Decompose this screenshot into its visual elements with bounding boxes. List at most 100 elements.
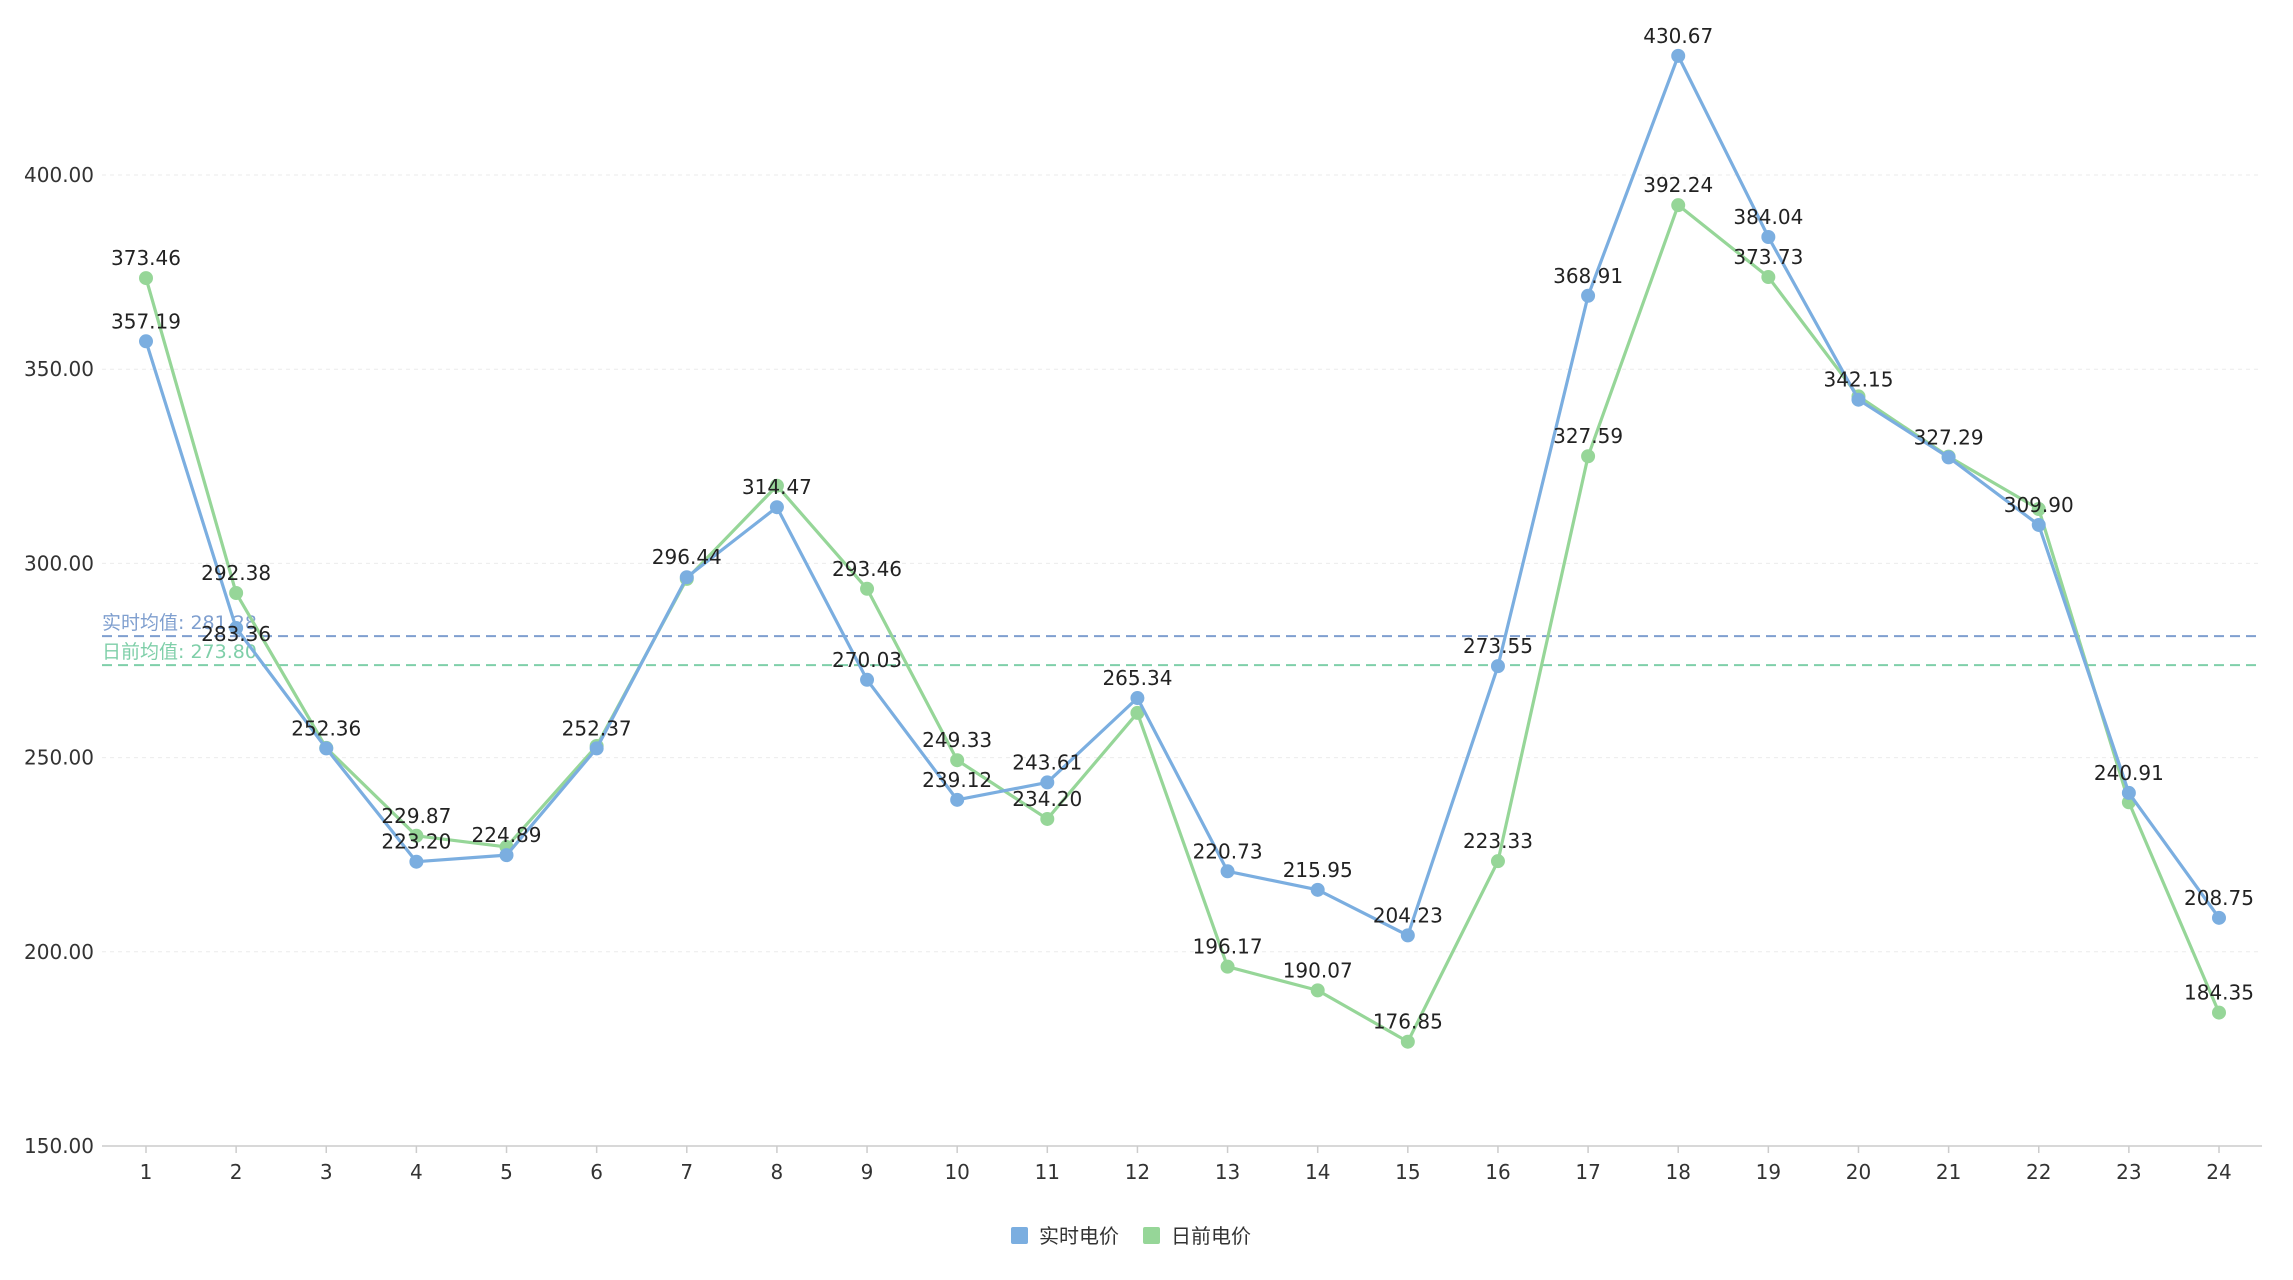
- dayahead-point[interactable]: [1671, 198, 1686, 213]
- realtime-point[interactable]: [1490, 659, 1505, 674]
- realtime-point[interactable]: [2212, 910, 2226, 925]
- realtime-data-label: 314.47: [742, 475, 812, 499]
- x-tick-label: 19: [1756, 1160, 1781, 1184]
- x-tick-label: 3: [320, 1160, 333, 1184]
- dayahead-point[interactable]: [769, 478, 784, 493]
- realtime-point[interactable]: [2121, 785, 2136, 800]
- dayahead-point[interactable]: [1490, 854, 1505, 869]
- x-tick-label: 5: [500, 1160, 513, 1184]
- dayahead-data-label: 196.17: [1193, 935, 1263, 959]
- realtime-data-label: 283.36: [201, 622, 271, 646]
- realtime-price-line: [144, 54, 2221, 937]
- realtime-data-label: 224.89: [472, 823, 542, 847]
- x-tick-label: 12: [1125, 1160, 1150, 1184]
- realtime-point[interactable]: [769, 500, 784, 515]
- realtime-point[interactable]: [139, 334, 153, 349]
- dayahead-point[interactable]: [860, 581, 875, 596]
- x-tick-label: 20: [1846, 1160, 1871, 1184]
- dayahead-point[interactable]: [1220, 959, 1235, 974]
- realtime-point[interactable]: [2031, 517, 2046, 532]
- dayahead-price-line: [144, 203, 2221, 1044]
- realtime-point[interactable]: [1400, 928, 1415, 943]
- realtime-data-label: 223.20: [381, 830, 451, 854]
- dayahead-average-label: 日前均值: 273.80: [102, 641, 257, 663]
- realtime-point[interactable]: [499, 848, 514, 863]
- realtime-data-label: 208.75: [2184, 886, 2254, 910]
- dayahead-point[interactable]: [1040, 811, 1055, 826]
- dayahead-point[interactable]: [2212, 1005, 2226, 1020]
- legend-swatch-realtime: [1011, 1227, 1028, 1244]
- realtime-data-label: 220.73: [1193, 839, 1263, 863]
- realtime-data-label: 296.44: [652, 545, 722, 569]
- dayahead-point[interactable]: [229, 585, 244, 600]
- dayahead-data-label: 190.07: [1283, 958, 1353, 982]
- realtime-data-label: 342.15: [1823, 368, 1893, 392]
- realtime-data-label: 430.67: [1643, 24, 1713, 48]
- realtime-point[interactable]: [1761, 229, 1776, 244]
- realtime-point[interactable]: [679, 570, 694, 585]
- x-tick-label: 21: [1936, 1160, 1961, 1184]
- y-tick-label: 350.00: [24, 357, 94, 381]
- y-tick-label: 300.00: [24, 551, 94, 575]
- dayahead-data-label: 373.46: [111, 246, 181, 270]
- realtime-point[interactable]: [1220, 864, 1235, 879]
- y-tick-label: 150.00: [24, 1134, 94, 1158]
- realtime-data-label: 384.04: [1733, 205, 1803, 229]
- legend-item-realtime[interactable]: 实时电价: [1011, 1224, 1119, 1248]
- x-tick-label: 8: [771, 1160, 784, 1184]
- dayahead-point[interactable]: [1400, 1034, 1415, 1049]
- dayahead-data-label: 373.73: [1733, 245, 1803, 269]
- realtime-point[interactable]: [1941, 450, 1956, 465]
- dayahead-point[interactable]: [950, 753, 965, 768]
- dayahead-point[interactable]: [1310, 983, 1325, 998]
- realtime-point[interactable]: [1130, 691, 1145, 706]
- legend-label-realtime: 实时电价: [1039, 1224, 1119, 1248]
- realtime-data-label: 240.91: [2094, 761, 2164, 785]
- legend-swatch-dayahead: [1143, 1227, 1160, 1244]
- dayahead-point[interactable]: [139, 271, 153, 286]
- realtime-data-label: 368.91: [1553, 264, 1623, 288]
- x-tick-label: 14: [1305, 1160, 1330, 1184]
- legend-label-dayahead: 日前电价: [1171, 1224, 1251, 1248]
- x-tick-label: 1: [140, 1160, 153, 1184]
- x-tick-label: 16: [1485, 1160, 1510, 1184]
- x-tick-label: 23: [2116, 1160, 2141, 1184]
- dayahead-point[interactable]: [1761, 270, 1776, 285]
- realtime-point[interactable]: [1671, 48, 1686, 63]
- dayahead-point[interactable]: [1581, 449, 1596, 464]
- grid-lines: [102, 174, 2262, 953]
- x-tick-label: 24: [2206, 1160, 2231, 1184]
- realtime-data-label: 239.12: [922, 768, 992, 792]
- x-tick-label: 7: [680, 1160, 693, 1184]
- legend-item-dayahead[interactable]: 日前电价: [1143, 1224, 1251, 1248]
- realtime-point[interactable]: [409, 854, 424, 869]
- dayahead-data-label: 229.87: [381, 804, 451, 828]
- realtime-data-label: 204.23: [1373, 903, 1443, 927]
- realtime-point[interactable]: [589, 741, 604, 756]
- realtime-data-label: 265.34: [1102, 666, 1172, 690]
- dayahead-data-label: 292.38: [201, 561, 271, 585]
- legend[interactable]: 实时电价 日前电价: [1011, 1224, 1251, 1248]
- x-tick-label: 17: [1575, 1160, 1600, 1184]
- dayahead-data-label: 176.85: [1373, 1010, 1443, 1034]
- realtime-point[interactable]: [1581, 288, 1596, 303]
- realtime-data-label: 270.03: [832, 648, 902, 672]
- realtime-point[interactable]: [1040, 775, 1055, 790]
- realtime-point[interactable]: [1310, 882, 1325, 897]
- realtime-point[interactable]: [229, 621, 244, 636]
- dayahead-point[interactable]: [409, 828, 424, 843]
- dayahead-data-label: 184.35: [2184, 981, 2254, 1005]
- dayahead-point[interactable]: [2031, 502, 2046, 517]
- dayahead-data-label: 392.24: [1643, 173, 1713, 197]
- realtime-data-label: 309.90: [2004, 493, 2074, 517]
- realtime-point[interactable]: [950, 792, 965, 807]
- realtime-average-label: 实时均值: 281.28: [102, 612, 257, 634]
- realtime-point[interactable]: [319, 741, 334, 756]
- realtime-data-label: 357.19: [111, 309, 181, 333]
- realtime-data-label: 215.95: [1283, 858, 1353, 882]
- realtime-point[interactable]: [1851, 392, 1866, 407]
- realtime-point[interactable]: [860, 672, 875, 687]
